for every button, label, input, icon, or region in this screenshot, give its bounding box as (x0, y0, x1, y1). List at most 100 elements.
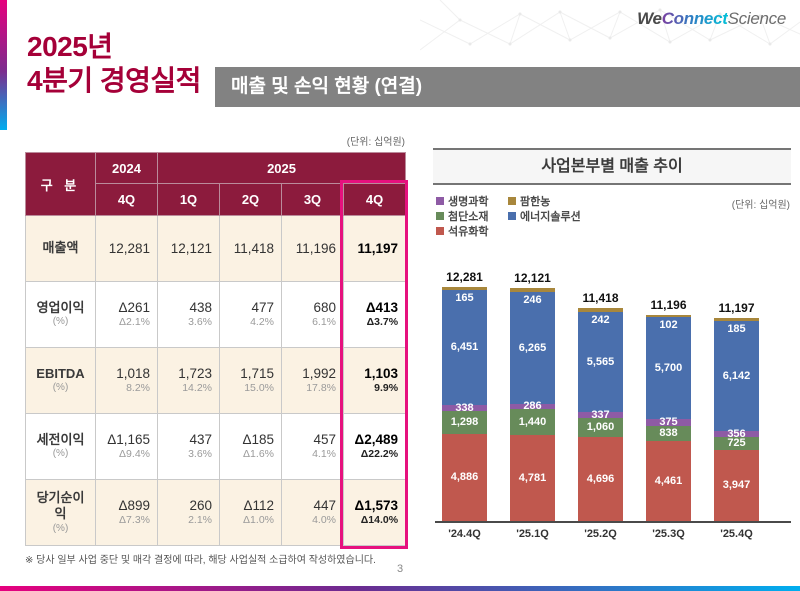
logo-science: Science (727, 9, 787, 28)
table-year-2024-header: 2024 (95, 152, 158, 184)
segment-생명과학: 356 (714, 427, 759, 440)
segment-value-label: 338 (455, 401, 474, 414)
legend-label: 석유화학 (448, 225, 489, 238)
row-label: 영업이익 (%) (25, 281, 96, 348)
segment-생명과학: 338 (442, 401, 487, 414)
segment-value-label: 4,781 (518, 471, 547, 484)
bar-total-label: 11,418 (582, 291, 619, 305)
table-cell-value: 680 6.1% (281, 281, 344, 348)
segment-value-label: 286 (523, 400, 542, 412)
segment-석유화학: 4,696 (578, 437, 623, 521)
bar-total-label: 11,197 (718, 301, 755, 315)
segment-value-label: 6,265 (518, 341, 547, 354)
x-axis-label: '25.4Q (720, 528, 753, 540)
table-row-1: 영업이익 (%) Δ261 Δ2.1% 438 3.6% 477 4.2% 680 6.1% Δ41… (25, 281, 407, 348)
segment-에너지솔루션: 102 5,700 (646, 317, 691, 419)
farm-value-label: 242 (591, 314, 610, 326)
table-cell-pct: Δ22.2% (360, 448, 399, 461)
segment-생명과학: 375 (646, 416, 691, 428)
segment-value-label: 1,298 (450, 416, 479, 428)
bar-253Q: 11,196 102 5,700 375 838 4,461 (646, 298, 691, 521)
table-cell-value: 447 4.0% (281, 479, 344, 546)
table-cell-value: 12,281 (95, 215, 158, 282)
segment-value-label: 3,947 (722, 479, 751, 491)
table-cell-pct: Δ9.4% (119, 448, 150, 461)
table-quarter-header-4: 4Q (342, 183, 407, 216)
x-axis-label: '25.2Q (584, 528, 617, 540)
table-cell-pct: Δ14.0% (360, 514, 399, 527)
legend-swatch-icon (436, 196, 444, 205)
legend-swatch-icon (436, 226, 444, 235)
table-cell-pct: 4.0% (312, 514, 336, 527)
table-cell-pct: 2.1% (188, 514, 212, 527)
table-cell-value: 477 4.2% (219, 281, 282, 348)
segment-value-label: 356 (727, 427, 746, 440)
table-row-0: 매출액 12,281 12,121 11,418 11,196 11,197 (25, 215, 407, 282)
table-cell-value: 11,418 (219, 215, 282, 282)
table-cell-pct: Δ7.3% (119, 514, 150, 527)
segment-석유화학: 3,947 (714, 450, 759, 521)
financial-results-table: 구 분 2024 2025 4Q 1Q 2Q 3Q 4Q 매출액 12,281 12,121… (25, 152, 407, 546)
table-year-2025-header: 2025 (156, 152, 407, 184)
segment-석유화학: 4,886 (442, 434, 487, 521)
table-cell-value: Δ413 Δ3.7% (342, 281, 407, 348)
segment-value-label: 838 (659, 427, 678, 439)
section-header-bar: 매출 및 손익 현황 (연결) (215, 67, 800, 107)
table-quarter-header-3: 3Q (281, 183, 344, 216)
segment-석유화학: 4,461 (646, 441, 691, 521)
segment-에너지솔루션: 185 6,142 (714, 321, 759, 431)
table-cell-pct: 9.9% (374, 382, 399, 395)
chart-legend-column1: 생명과학 첨단소재 석유화학 (436, 193, 488, 238)
chart-title: 사업본부별 매출 추이 (433, 148, 791, 185)
segment-value-label: 725 (727, 437, 746, 449)
table-corner-header: 구 분 (25, 152, 96, 216)
farm-value-label: 246 (523, 294, 542, 306)
network-mesh-decoration (420, 0, 800, 51)
table-cell-pct: 4.1% (312, 448, 336, 461)
table-cell-pct: 4.2% (250, 316, 274, 329)
segment-value-label: 375 (659, 416, 678, 428)
row-label-sub: (%) (52, 382, 69, 394)
segment-value-label: 1,060 (586, 421, 615, 433)
segment-value-label: 4,886 (450, 471, 479, 483)
table-cell-pct: Δ3.7% (366, 316, 399, 329)
segment-팜한농 (714, 318, 759, 321)
company-logo: WeConnectScience (637, 9, 786, 29)
legend-item: 에너지솔루션 (508, 208, 581, 223)
chart-unit-label: (단위: 십억원) (731, 200, 790, 211)
table-cell-pct: 8.2% (126, 382, 150, 395)
legend-label: 팜한농 (520, 195, 551, 208)
table-cell-pct: 14.2% (182, 382, 212, 395)
table-cell-value: Δ112 Δ1.0% (219, 479, 282, 546)
table-cell-pct: Δ1.6% (243, 448, 274, 461)
x-axis-line (435, 521, 791, 523)
table-cell-value: Δ1,165 Δ9.4% (95, 413, 158, 480)
left-accent-bar (0, 0, 7, 130)
row-label-sub: (%) (52, 522, 69, 534)
table-cell-pct: 15.0% (244, 382, 274, 395)
segment-생명과학: 337 (578, 409, 623, 420)
table-cell-value: 438 3.6% (157, 281, 220, 348)
table-quarter-header-0: 4Q (95, 183, 158, 216)
segment-value-label: 5,700 (654, 361, 683, 374)
segment-첨단소재: 838 (646, 426, 691, 441)
chart-legend-column2: 팜한농 에너지솔루션 (508, 193, 581, 223)
legend-item: 생명과학 (436, 193, 488, 208)
legend-item: 팜한농 (508, 193, 581, 208)
table-quarter-header-2: 2Q (219, 183, 282, 216)
footnote: ※ 당사 일부 사업 중단 및 매각 결정에 따라, 해당 사업실적 소급하여 … (25, 555, 376, 566)
table-cell-value: Δ1,573 Δ14.0% (342, 479, 407, 546)
farm-value-label: 185 (727, 323, 746, 335)
farm-value-label: 165 (455, 292, 474, 304)
segment-팜한농 (442, 287, 487, 290)
bar-244Q: 12,281 165 6,451 338 1,298 4,886 (442, 270, 487, 521)
segment-value-label: 5,565 (586, 355, 615, 368)
segment-첨단소재: 1,440 (510, 409, 555, 435)
table-cell-value: Δ2,489 Δ22.2% (342, 413, 407, 480)
bar-251Q: 12,121 246 6,265 286 1,440 4,781 (510, 271, 555, 521)
table-unit-label: (단위: 십억원) (346, 137, 405, 148)
table-cell-value: 260 2.1% (157, 479, 220, 546)
table-cell-value: 11,197 (342, 215, 407, 282)
segment-에너지솔루션: 165 6,451 (442, 290, 487, 405)
segment-value-label: 1,440 (518, 415, 547, 428)
